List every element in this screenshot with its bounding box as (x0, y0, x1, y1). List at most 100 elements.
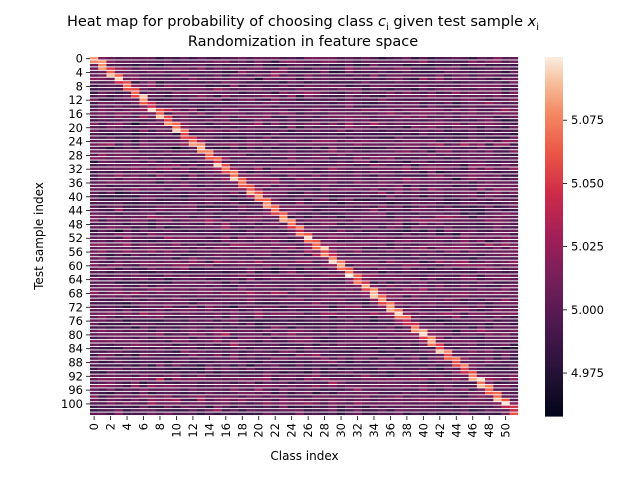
heatmap-cell (114, 239, 124, 243)
heatmap-cell (443, 312, 453, 315)
heatmap-cell (345, 88, 354, 91)
heatmap-cell (279, 94, 288, 98)
heatmap-cell (238, 126, 247, 129)
heatmap-cell (122, 319, 132, 322)
heatmap-cell (386, 246, 395, 250)
heatmap-cell (345, 260, 354, 264)
heatmap-cell (221, 205, 231, 208)
heatmap-cell (476, 57, 486, 60)
heatmap-cell (493, 260, 502, 264)
heatmap-cell (509, 336, 519, 340)
heatmap-cell (485, 201, 494, 205)
heatmap-cell (476, 281, 486, 284)
heatmap-cell (287, 353, 296, 357)
heatmap-cell (279, 274, 288, 277)
heatmap-cell (155, 122, 165, 126)
heatmap-cell (271, 357, 280, 360)
heatmap-cell (229, 74, 239, 77)
heatmap-cell (164, 378, 173, 381)
heatmap-cell (279, 208, 288, 212)
heatmap-cell (402, 315, 412, 319)
heatmap-cell (411, 181, 420, 184)
heatmap-cell (493, 70, 502, 74)
heatmap-cell (188, 298, 198, 302)
heatmap-cell (172, 201, 181, 205)
heatmap-cell (287, 308, 296, 312)
heatmap-cell (452, 371, 461, 374)
heatmap-cell (435, 136, 445, 139)
heatmap-cell (369, 198, 379, 202)
heatmap-cell (402, 112, 412, 115)
heatmap-cell (369, 233, 379, 236)
heatmap-cell (460, 81, 469, 84)
heatmap-cell (197, 98, 206, 101)
heatmap-cell (485, 101, 494, 105)
heatmap-cell (336, 81, 346, 84)
heatmap-cell (122, 153, 132, 157)
heatmap-cell (443, 184, 453, 188)
heatmap-cell (402, 67, 412, 70)
heatmap-cell (353, 340, 362, 343)
heatmap-cell (304, 212, 313, 215)
heatmap-cell (147, 181, 156, 184)
heatmap-cell (90, 74, 99, 77)
heatmap-cell (180, 274, 189, 277)
heatmap-cell (262, 267, 272, 271)
heatmap-cell (147, 84, 156, 88)
heatmap-cell (155, 153, 165, 157)
heatmap-cell (98, 353, 107, 357)
heatmap-cell (262, 212, 272, 215)
heatmap-cell (197, 157, 206, 160)
heatmap-cell (452, 119, 461, 122)
heatmap-cell (386, 181, 395, 184)
heatmap-cell (304, 236, 313, 239)
heatmap-cell (386, 350, 395, 353)
heatmap-cell (427, 77, 436, 81)
heatmap-cell (419, 305, 428, 309)
heatmap-cell (328, 63, 338, 67)
heatmap-cell (501, 291, 510, 295)
heatmap-cell (271, 350, 280, 353)
heatmap-cell (155, 319, 165, 322)
heatmap-cell (460, 353, 469, 357)
heatmap-cell (402, 215, 412, 219)
heatmap-cell (468, 229, 477, 233)
heatmap-cell (361, 170, 370, 174)
heatmap-cell (443, 371, 453, 374)
heatmap-cell (197, 267, 206, 271)
heatmap-cell (98, 153, 107, 157)
heatmap-cell (180, 167, 189, 170)
heatmap-cell (320, 229, 329, 233)
heatmap-cell (221, 260, 231, 264)
heatmap-cell (254, 357, 263, 360)
heatmap-cell (304, 305, 313, 309)
heatmap-cell (221, 88, 231, 91)
heatmap-cell (122, 198, 132, 202)
heatmap-cell (295, 198, 305, 202)
heatmap-cell (493, 257, 502, 260)
heatmap-cell (279, 63, 288, 67)
heatmap-cell (229, 236, 239, 239)
heatmap-cell (435, 139, 445, 143)
heatmap-cell (238, 298, 247, 302)
heatmap-cell (246, 329, 255, 333)
heatmap-cell (476, 157, 486, 160)
heatmap-cell (509, 129, 519, 132)
heatmap-cell (164, 208, 173, 212)
heatmap-cell (394, 143, 403, 146)
heatmap-cell (320, 305, 329, 309)
heatmap-cell (180, 129, 189, 132)
heatmap-cell (452, 181, 461, 184)
heatmap-cell (139, 350, 148, 353)
heatmap-cell (106, 201, 115, 205)
heatmap-cell (90, 378, 99, 381)
heatmap-cell (221, 157, 231, 160)
heatmap-cell (205, 315, 214, 319)
heatmap-cell (493, 305, 502, 309)
heatmap-cell (369, 333, 379, 336)
heatmap-cell (411, 129, 420, 132)
heatmap-cell (419, 122, 428, 126)
heatmap-cell (501, 201, 510, 205)
heatmap-cell (402, 378, 412, 381)
heatmap-cell (164, 226, 173, 229)
